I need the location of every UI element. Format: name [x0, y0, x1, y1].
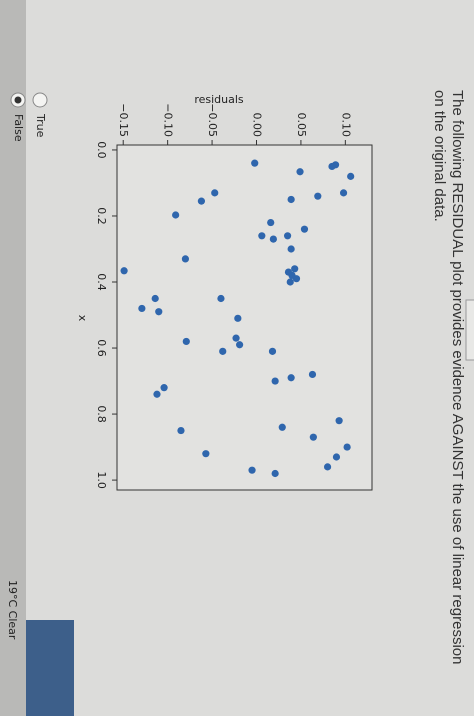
x-tick-label: 0.0 — [95, 141, 108, 159]
point — [332, 453, 341, 461]
point — [300, 225, 309, 233]
plot-area — [116, 144, 373, 491]
y-tick-label: −0.10 — [162, 103, 175, 137]
point — [271, 469, 279, 478]
point — [202, 450, 210, 458]
point — [211, 189, 219, 197]
point — [278, 423, 286, 431]
point — [308, 370, 317, 379]
point — [283, 232, 292, 240]
point — [177, 426, 185, 435]
option-label[interactable]: True — [34, 113, 47, 138]
point — [286, 278, 294, 286]
point — [155, 308, 163, 316]
point — [234, 314, 242, 322]
point — [287, 374, 295, 382]
y-tick-label: 0.10 — [339, 113, 352, 138]
point — [271, 377, 279, 385]
point — [153, 390, 161, 398]
radio[interactable] — [32, 92, 48, 108]
point — [219, 347, 227, 355]
point — [138, 304, 146, 313]
x-tick-label: 0.8 — [95, 405, 108, 423]
question: The following RESIDUAL plot provides evi… — [431, 90, 466, 665]
point — [151, 294, 159, 303]
y-tick-label: −0.05 — [206, 103, 219, 137]
button[interactable] — [465, 299, 474, 361]
x-tick-label: 0.4 — [95, 273, 108, 291]
option-label[interactable]: False — [12, 114, 25, 142]
point — [296, 168, 304, 176]
point — [236, 341, 244, 349]
point — [248, 466, 256, 474]
point — [120, 267, 128, 275]
point — [232, 334, 240, 342]
point — [267, 218, 275, 227]
x-tick-label: 1.0 — [95, 471, 108, 489]
point — [328, 162, 336, 171]
point — [181, 255, 190, 263]
point — [339, 189, 348, 197]
point — [284, 268, 293, 276]
point — [323, 463, 332, 471]
notification[interactable] — [24, 620, 74, 716]
x-axis-label: x — [76, 315, 89, 322]
point — [160, 384, 168, 392]
point — [197, 197, 206, 205]
point — [217, 294, 225, 303]
point — [291, 265, 299, 273]
point — [287, 195, 295, 204]
point — [258, 232, 266, 240]
weather: 19°C Clear — [6, 580, 19, 640]
radio-dot — [14, 96, 22, 104]
point — [309, 433, 317, 441]
x-tick-label: 0.6 — [95, 339, 108, 357]
y-tick-label: −0.15 — [117, 103, 130, 137]
point — [251, 159, 259, 167]
point — [269, 235, 277, 243]
point — [335, 417, 343, 425]
point — [287, 245, 295, 253]
point — [314, 192, 322, 200]
y-tick-label: 0.00 — [250, 113, 263, 138]
x-tick-label: 0.2 — [95, 207, 108, 225]
taskbar — [0, 0, 26, 716]
point — [343, 443, 351, 451]
point — [268, 347, 277, 355]
y-axis-label: residuals — [194, 93, 244, 106]
y-tick-label: 0.05 — [295, 113, 308, 138]
point — [182, 337, 190, 346]
point — [172, 211, 180, 219]
point — [347, 172, 355, 180]
